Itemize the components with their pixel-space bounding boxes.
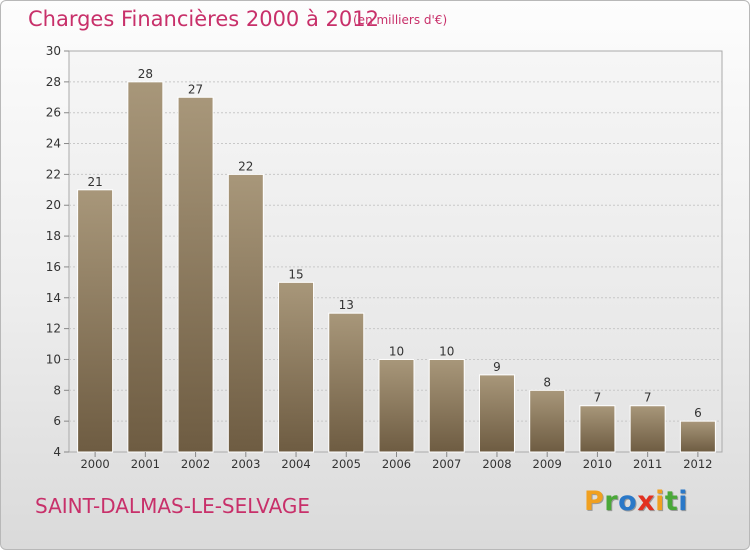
bar-value-label: 7	[594, 391, 602, 405]
y-tick-label: 14	[46, 291, 61, 305]
x-tick-label: 2012	[683, 457, 712, 471]
x-tick-label: 2005	[332, 457, 361, 471]
y-tick-label: 6	[53, 414, 61, 428]
commune-name: SAINT-DALMAS-LE-SELVAGE	[35, 494, 311, 518]
x-tick-label: 2003	[231, 457, 260, 471]
bar-value-label: 10	[439, 344, 454, 358]
x-tick-label: 2008	[482, 457, 511, 471]
bar	[679, 420, 716, 453]
bar	[227, 173, 264, 453]
y-tick-label: 20	[46, 198, 61, 212]
y-tick-label: 22	[46, 167, 61, 181]
bar	[278, 281, 315, 453]
bar-value-label: 21	[87, 175, 102, 189]
logo-letter: i	[678, 486, 689, 517]
bar	[428, 358, 465, 453]
bar-value-label: 6	[694, 406, 702, 420]
logo-letter: x	[637, 486, 656, 517]
x-tick-label: 2002	[181, 457, 210, 471]
bar-value-label: 10	[389, 344, 404, 358]
y-axis: 4 6 8 10 12 14 16 18 20 22 24 26 28 30	[46, 44, 69, 459]
bar-value-label: 8	[543, 375, 551, 389]
logo-letter: i	[655, 486, 665, 517]
y-tick-label: 10	[46, 352, 61, 366]
y-tick-label: 12	[46, 322, 61, 336]
bars: 21 28 27 22 15 13 10 10 9 8 7 7 6	[77, 67, 716, 453]
bar	[629, 405, 666, 453]
chart-title: Charges Financières 2000 à 2012	[28, 7, 379, 31]
bar	[77, 189, 114, 453]
bar-value-label: 27	[188, 82, 203, 96]
y-tick-label: 16	[46, 260, 61, 274]
logo-letter: o	[618, 486, 638, 517]
logo-letter: r	[604, 486, 619, 517]
bar-value-label: 15	[288, 267, 303, 281]
bar-value-label: 9	[493, 360, 501, 374]
bar	[328, 312, 365, 453]
chart-subtitle: (en milliers d'€)	[353, 13, 448, 27]
y-tick-label: 18	[46, 229, 61, 243]
x-tick-label: 2009	[533, 457, 562, 471]
proxiti-logo: Proxiti	[584, 486, 688, 517]
bar	[378, 358, 415, 453]
bar	[127, 81, 164, 453]
x-tick-label: 2007	[432, 457, 461, 471]
y-tick-label: 8	[53, 383, 61, 397]
x-axis: 2000 2001 2002 2003 2004 2005 2006 2007 2008 2009…	[80, 452, 713, 471]
x-tick-label: 2010	[583, 457, 612, 471]
x-tick-label: 2004	[281, 457, 310, 471]
bar	[177, 96, 214, 453]
logo-letter: P	[584, 486, 605, 517]
x-tick-label: 2001	[131, 457, 160, 471]
bar	[579, 405, 616, 453]
y-tick-label: 24	[46, 137, 61, 151]
bar	[478, 374, 515, 453]
bar-value-label: 28	[138, 67, 153, 81]
y-tick-label: 4	[53, 445, 61, 459]
logo-letter: t	[664, 486, 679, 517]
bar-value-label: 13	[339, 298, 354, 312]
y-tick-label: 28	[46, 75, 61, 89]
y-tick-label: 26	[46, 106, 61, 120]
bar	[529, 389, 566, 453]
x-tick-label: 2011	[633, 457, 662, 471]
bar-value-label: 7	[644, 391, 652, 405]
y-tick-label: 30	[46, 44, 61, 58]
bar-value-label: 22	[238, 159, 253, 173]
x-tick-label: 2000	[80, 457, 109, 471]
x-tick-label: 2006	[382, 457, 411, 471]
